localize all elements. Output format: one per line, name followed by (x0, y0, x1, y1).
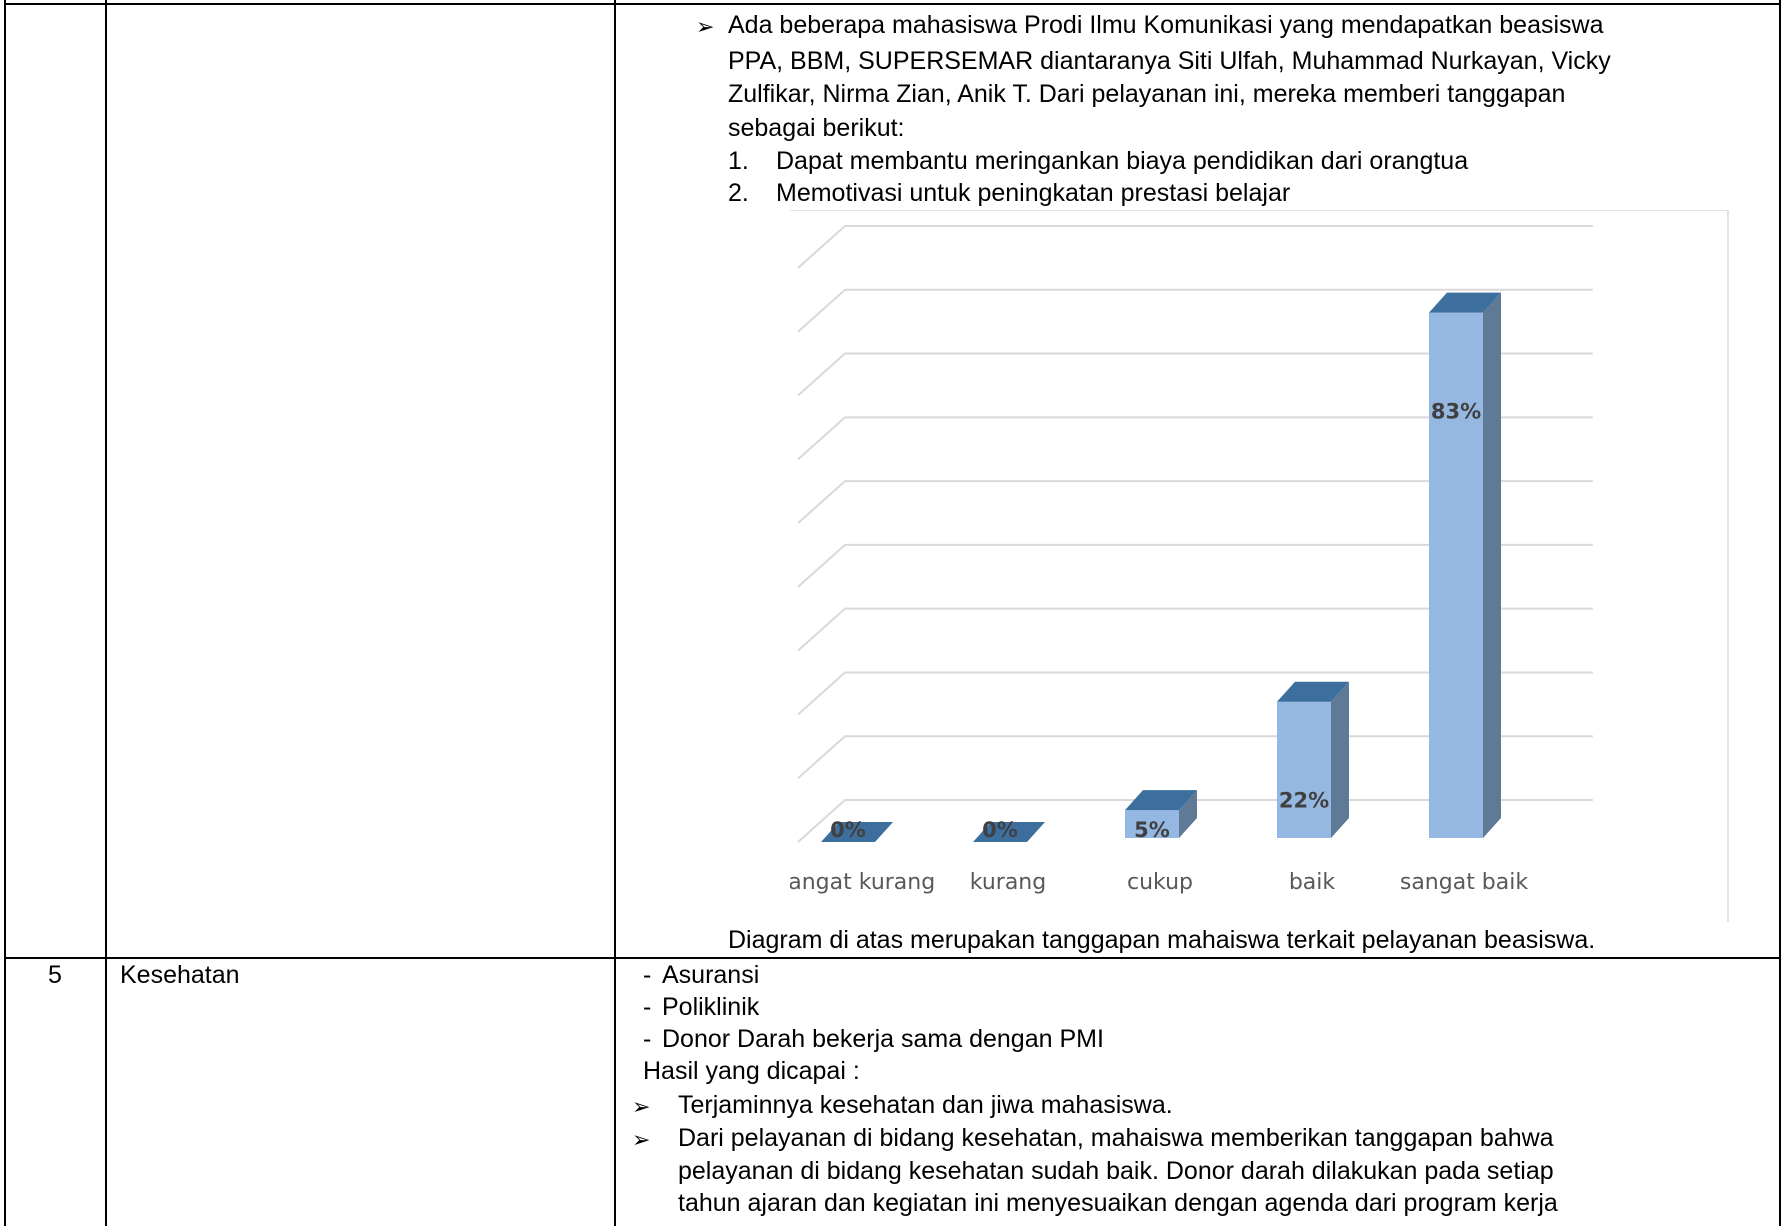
dash-marker: - (643, 961, 652, 989)
table-right-border (1779, 0, 1781, 1226)
result-line: pelayanan di bidang kesehatan sudah baik… (678, 1157, 1554, 1185)
table-col-divider-category (614, 0, 616, 1226)
table-left-border (4, 0, 6, 1226)
response-number: 1. (728, 147, 749, 175)
response-text: Memotivasi untuk peningkatan prestasi be… (776, 179, 1291, 207)
chart-caption: Diagram di atas merupakan tanggapan maha… (728, 926, 1596, 954)
data-label: 0% (982, 818, 1018, 842)
bar-top (1429, 292, 1501, 313)
x-tick-label: sangat baik (1400, 870, 1529, 895)
bar-top (1125, 790, 1197, 811)
service-item-donor-darah: Donor Darah bekerja sama dengan PMI (662, 1025, 1104, 1053)
bar (1125, 810, 1179, 838)
bar (1429, 312, 1483, 839)
bullet-arrow-icon: ➢ (696, 14, 715, 39)
response-text: Dapat membantu meringankan biaya pendidi… (776, 147, 1469, 175)
result-line: Dari pelayanan di bidang kesehatan, maha… (678, 1124, 1554, 1152)
table-col-divider-no (105, 0, 107, 1226)
row-number: 5 (48, 961, 62, 989)
bar-top (1277, 681, 1349, 702)
bar-top (973, 822, 1045, 842)
bar-side (1179, 790, 1197, 838)
x-tick-label: sangat kurang (790, 870, 935, 895)
dash-marker: - (643, 993, 652, 1021)
data-label: 5% (1134, 818, 1170, 842)
bar (1277, 701, 1331, 838)
bar-side (1331, 681, 1349, 838)
gridline (797, 288, 1593, 333)
row-category: Kesehatan (120, 961, 240, 989)
data-label: 22% (1279, 789, 1329, 813)
gridline (797, 225, 1593, 269)
beasiswa-line-3: Zulfikar, Nirma Zian, Anik T. Dari pelay… (728, 80, 1566, 108)
x-tick-label: kurang (970, 870, 1046, 895)
gridline (797, 480, 1593, 524)
x-tick-label: baik (1289, 870, 1336, 895)
data-label: 83% (1431, 400, 1481, 424)
beasiswa-bar-chart: 01020304050607080900%sangat kurang0%kura… (790, 210, 1729, 922)
response-number: 2. (728, 179, 749, 207)
bar-top (821, 822, 893, 842)
gridline (797, 543, 1593, 588)
result-line: Terjaminnya kesehatan dan jiwa mahasiswa… (678, 1091, 1173, 1119)
beasiswa-line-4: sebagai berikut: (728, 114, 905, 142)
gridline (797, 607, 1593, 652)
x-tick-label: cukup (1127, 870, 1193, 895)
dash-marker: - (643, 1025, 652, 1053)
gridline (797, 416, 1593, 461)
table-top-border (4, 3, 1781, 5)
beasiswa-line-2: PPA, BBM, SUPERSEMAR diantaranya Siti Ul… (728, 47, 1611, 75)
bullet-arrow-icon: ➢ (632, 1127, 651, 1152)
service-item-asuransi: Asuransi (662, 961, 760, 989)
beasiswa-line-1: Ada beberapa mahasiswa Prodi Ilmu Komuni… (728, 11, 1604, 39)
service-item-poliklinik: Poliklinik (662, 993, 760, 1021)
gridline (797, 352, 1593, 397)
result-heading: Hasil yang dicapai : (643, 1057, 860, 1085)
bar-side (1483, 292, 1501, 839)
gridline (797, 671, 1593, 716)
result-line: tahun ajaran dan kegiatan ini menyesuaik… (678, 1189, 1558, 1217)
table-row-divider (4, 957, 1781, 959)
bullet-arrow-icon: ➢ (632, 1094, 651, 1119)
data-label: 0% (830, 818, 866, 842)
